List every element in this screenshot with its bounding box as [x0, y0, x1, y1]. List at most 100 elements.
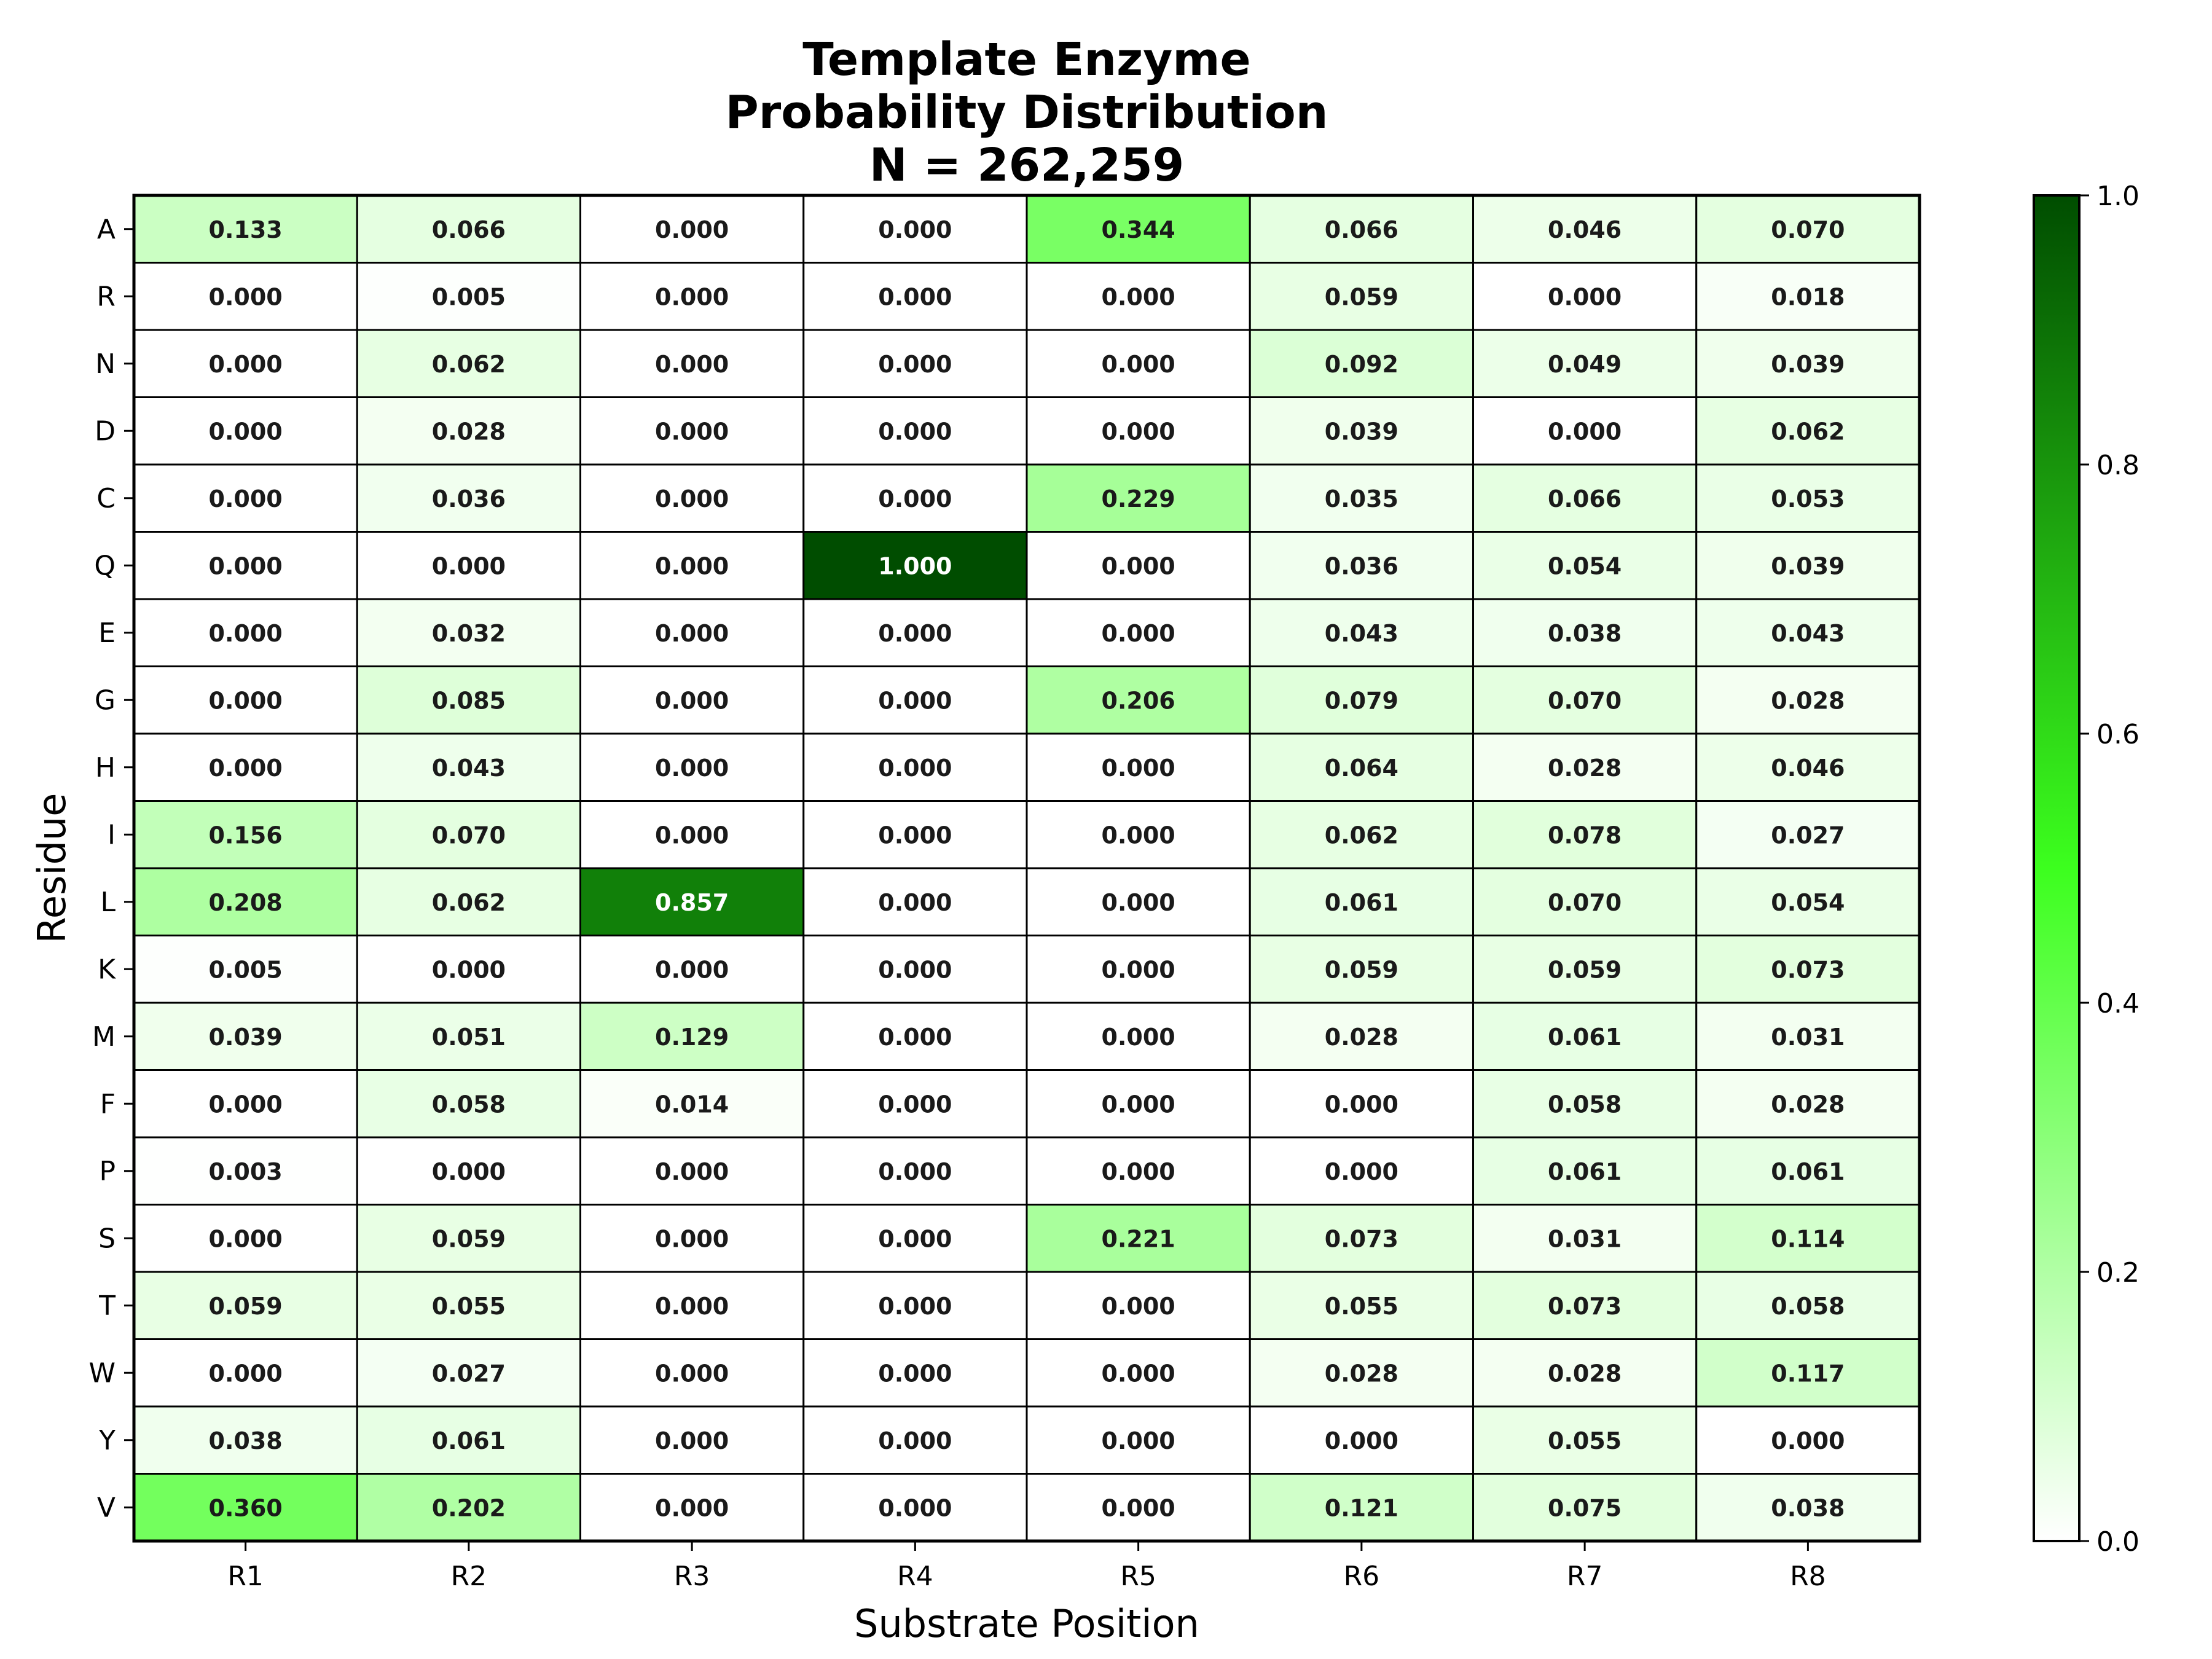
heatmap-cell	[579, 935, 805, 1004]
cell-value-label: 0.059	[1325, 283, 1398, 310]
cell-value-label: 0.000	[1325, 1091, 1398, 1118]
cell-value-label: 0.061	[1548, 1158, 1622, 1185]
y-tick-labels: A R N D C Q E G H I L K M F P S T W Y V	[88, 214, 134, 1523]
heatmap-cell	[1026, 665, 1251, 735]
heatmap-cell	[1026, 732, 1251, 802]
cell-value-label: 0.073	[1548, 1293, 1622, 1320]
cell-value-label: 0.000	[655, 1293, 729, 1320]
colorbar-tick-label: 0.2	[2096, 1257, 2139, 1288]
heatmap-cell	[356, 262, 581, 331]
cell-value-label: 0.073	[1771, 956, 1845, 983]
cell-value-label: 0.005	[432, 283, 506, 310]
cell-value-label: 0.000	[655, 687, 729, 714]
heatmap-cell	[133, 194, 358, 264]
cell-value-label: 0.000	[878, 485, 952, 512]
heatmap-cell	[1472, 935, 1698, 1004]
heatmap-cell	[133, 1271, 358, 1340]
y-tick-label: L	[100, 887, 116, 918]
cell-value-label: 0.062	[432, 351, 506, 378]
cell-value-label: 0.156	[209, 822, 283, 849]
cell-value-label: 0.000	[878, 1024, 952, 1051]
cell-value-label: 0.036	[1325, 552, 1398, 579]
heatmap-cell	[1695, 194, 1921, 264]
heatmap-cell	[1249, 598, 1474, 667]
heatmap-frame	[132, 194, 1921, 1543]
cell-value-label: 0.000	[655, 216, 729, 243]
cell-value-label: 0.078	[1548, 822, 1622, 849]
chart-title-line: N = 262,259	[869, 139, 1185, 192]
y-tick-label: I	[108, 819, 116, 850]
x-tick-label: R8	[1790, 1561, 1826, 1592]
cell-value-label: 0.000	[432, 956, 506, 983]
cell-value-label: 0.229	[1102, 485, 1175, 512]
heatmap-cell	[356, 1204, 581, 1273]
heatmap-cell	[1249, 1338, 1474, 1408]
heatmap-cell	[579, 665, 805, 735]
heatmap-cell	[1472, 867, 1698, 936]
cell-value-label: 0.038	[209, 1427, 283, 1454]
cell-value-label: 0.092	[1325, 351, 1398, 378]
heatmap-cell	[802, 800, 1028, 869]
cell-value-label: 0.000	[655, 418, 729, 445]
cell-value-label: 0.055	[1325, 1293, 1398, 1320]
cell-value-label: 0.005	[209, 956, 283, 983]
cell-value-label: 0.000	[1102, 1091, 1175, 1118]
cell-value-label: 0.000	[878, 755, 952, 782]
colorbar-gradient	[2033, 194, 2081, 1542]
cell-value-label: 0.000	[878, 1158, 952, 1185]
cell-value-label: 0.360	[209, 1494, 283, 1521]
cell-value-label: 0.066	[1325, 216, 1398, 243]
heatmap-cell	[579, 1002, 805, 1071]
cell-value-label: 0.070	[1548, 889, 1622, 916]
cell-value-label: 0.039	[1771, 351, 1845, 378]
heatmap-cell	[356, 194, 581, 264]
heatmap-cell	[1249, 800, 1474, 869]
y-tick-label: S	[98, 1223, 116, 1254]
x-tick-label: R6	[1344, 1561, 1380, 1592]
heatmap-cell	[579, 598, 805, 667]
x-tick-label: R1	[227, 1561, 264, 1592]
cell-value-label: 0.000	[1102, 1293, 1175, 1320]
colorbar-tick-label: 0.0	[2096, 1526, 2139, 1558]
heatmap-cell	[802, 396, 1028, 466]
heatmap-cell	[1472, 329, 1698, 398]
heatmap-cell	[1472, 598, 1698, 667]
heatmap-cell	[579, 1338, 805, 1408]
y-tick-label: P	[99, 1156, 116, 1187]
heatmap-cell	[802, 1069, 1028, 1139]
cell-value-label: 0.031	[1771, 1024, 1845, 1051]
heatmap-cell	[579, 800, 805, 869]
cell-value-label: 0.059	[1548, 956, 1622, 983]
cell-value-label: 0.000	[878, 1427, 952, 1454]
cell-value-label: 0.028	[432, 418, 506, 445]
cell-value-label: 0.000	[878, 283, 952, 310]
cell-value-label: 0.070	[432, 822, 506, 849]
heatmap-cell	[579, 732, 805, 802]
cell-value-label: 1.000	[878, 552, 952, 579]
heatmap-cell	[579, 396, 805, 466]
cell-value-label: 0.000	[655, 1494, 729, 1521]
heatmap-cell	[579, 1204, 805, 1273]
heatmap-cell	[1249, 262, 1474, 331]
heatmap-cell	[1695, 598, 1921, 667]
cell-value-label: 0.073	[1325, 1225, 1398, 1252]
y-tick-label: K	[98, 954, 116, 985]
cell-value-label: 0.000	[655, 822, 729, 849]
heatmap-cell	[1695, 262, 1921, 331]
cell-value-label: 0.000	[1771, 1427, 1845, 1454]
cell-value-label: 0.000	[1102, 1024, 1175, 1051]
cell-value-label: 0.058	[1771, 1293, 1845, 1320]
cell-value-label: 0.055	[1548, 1427, 1622, 1454]
heatmap-cell	[1472, 1204, 1698, 1273]
x-tick-label: R2	[451, 1561, 487, 1592]
cell-value-label: 0.000	[878, 1494, 952, 1521]
heatmap-cell	[1026, 463, 1251, 533]
cell-value-label: 0.031	[1548, 1225, 1622, 1252]
heatmap-cell	[1695, 1136, 1921, 1206]
heatmap-cell	[579, 1136, 805, 1206]
heatmap-cell	[1026, 396, 1251, 466]
cell-value-label: 0.036	[432, 485, 506, 512]
heatmap-cell	[1472, 1338, 1698, 1408]
heatmap-cell	[1026, 1473, 1251, 1542]
